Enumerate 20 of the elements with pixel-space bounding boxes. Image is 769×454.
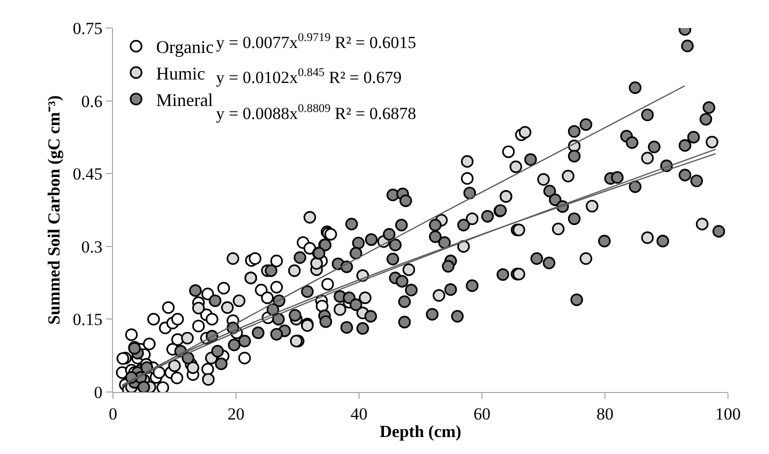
y-tick-label: 0.45	[72, 164, 102, 184]
legend-label: Organic	[156, 37, 214, 58]
y-tick-label: 0.6	[81, 92, 102, 111]
y-tick-label: 0.3	[81, 237, 102, 256]
x-tick-label: 20	[228, 404, 244, 424]
x-tick-label: 0	[108, 404, 118, 424]
y-tick-label: 0.15	[72, 310, 102, 330]
annotation: y = 0.0077x$^{0.9719}$ R² = 0.6015	[216, 30, 416, 52]
x-tick-label: 80	[596, 404, 614, 424]
legend-label: Humic	[156, 64, 206, 84]
x-tick-label: 40	[350, 404, 368, 424]
y-tick-label: 0.75	[72, 18, 102, 38]
x-tick-label: 100	[715, 404, 741, 424]
x-axis-title: Depth (cm)	[380, 422, 462, 441]
annotation: y = 0.0088x$^{0.8809}$ R² = 0.6878	[216, 101, 416, 124]
legend-label: Mineral	[156, 90, 214, 110]
x-tick-label: 60	[474, 404, 490, 424]
y-tick-label: 0	[94, 382, 102, 402]
annotation: y = 0.0102x$^{0.845}$ R² = 0.679	[216, 65, 402, 88]
y-axis-title: Summed Soil Carbon (gC cm⁻³)	[44, 95, 64, 325]
